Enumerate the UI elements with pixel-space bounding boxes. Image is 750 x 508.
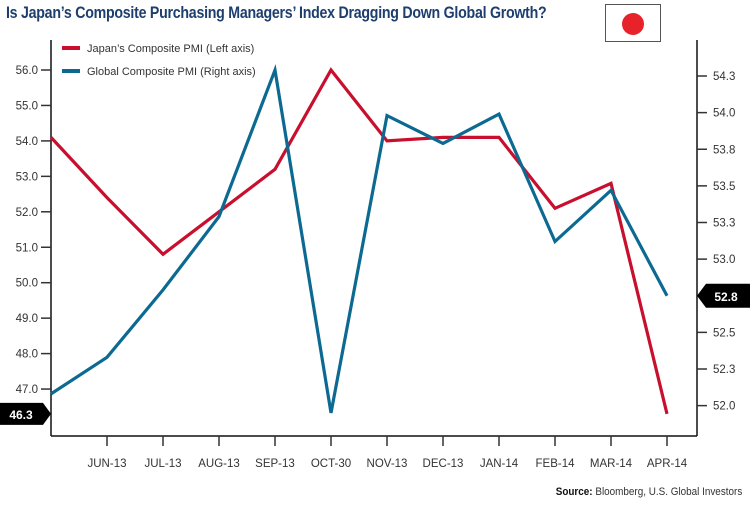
x-tick-label: NOV-13 bbox=[367, 458, 408, 470]
callout-left-label: 46.3 bbox=[9, 408, 33, 422]
left-tick-label: 52.0 bbox=[16, 207, 38, 219]
x-tick-label: OCT-30 bbox=[311, 458, 351, 470]
x-tick-label: MAR-14 bbox=[590, 458, 633, 470]
right-tick-label: 53.0 bbox=[713, 254, 735, 266]
left-tick-label: 51.0 bbox=[16, 242, 38, 254]
x-tick-label: APR-14 bbox=[647, 458, 688, 470]
right-tick-label: 53.5 bbox=[713, 181, 735, 193]
left-axis-ticks: 56.0 55.0 54.0 53.0 52.0 51.0 50.0 49.0 48.0 47.0 bbox=[16, 65, 51, 396]
left-tick-label: 54.0 bbox=[16, 136, 38, 148]
x-tick-label: JAN-14 bbox=[480, 458, 519, 470]
left-tick-label: 49.0 bbox=[16, 313, 38, 325]
flag-sun bbox=[622, 13, 644, 35]
legend-label-japan: Japan’s Composite PMI (Left axis) bbox=[87, 43, 254, 55]
callout-right-bg bbox=[697, 283, 750, 308]
x-tick-label: JUL-13 bbox=[144, 458, 181, 470]
japan-flag-icon bbox=[605, 4, 661, 42]
right-tick-label: 52.5 bbox=[713, 327, 735, 339]
x-tick-label: FEB-14 bbox=[536, 458, 576, 470]
left-tick-label: 56.0 bbox=[16, 65, 38, 77]
source-note: Source: Bloomberg, U.S. Global Investors bbox=[555, 486, 742, 498]
legend: Japan’s Composite PMI (Left axis) Global… bbox=[62, 43, 256, 78]
right-tick-label: 53.8 bbox=[713, 144, 735, 156]
right-tick-label: 54.3 bbox=[713, 71, 735, 83]
left-tick-label: 55.0 bbox=[16, 100, 38, 112]
callout-left-bg bbox=[0, 402, 51, 425]
right-tick-label: 53.3 bbox=[713, 218, 735, 230]
chart-title: Is Japan’s Composite Purchasing Managers… bbox=[6, 4, 547, 22]
right-axis-ticks: 54.3 54.0 53.8 53.5 53.3 53.0 52.5 52.3 52.0 bbox=[697, 71, 735, 413]
x-tick-label: AUG-13 bbox=[198, 458, 240, 470]
series-line-global bbox=[50, 63, 669, 414]
x-axis-ticks: JUN-13 JUL-13 AUG-13 SEP-13 OCT-30 NOV-13 DEC-… bbox=[88, 436, 688, 470]
left-tick-label: 50.0 bbox=[16, 278, 38, 290]
series-line-japan bbox=[49, 67, 669, 415]
left-tick-label: 47.0 bbox=[16, 384, 38, 396]
left-tick-label: 48.0 bbox=[16, 349, 38, 361]
left-tick-label: 53.0 bbox=[16, 171, 38, 183]
x-tick-label: SEP-13 bbox=[255, 458, 295, 470]
right-tick-label: 52.0 bbox=[713, 401, 735, 413]
right-tick-label: 54.0 bbox=[713, 108, 735, 120]
source-text: Bloomberg, U.S. Global Investors bbox=[595, 486, 742, 498]
series-lines bbox=[49, 63, 669, 415]
x-tick-label: DEC-13 bbox=[423, 458, 464, 470]
legend-label-global: Global Composite PMI (Right axis) bbox=[87, 66, 256, 78]
callout-right-label: 52.8 bbox=[714, 290, 738, 304]
right-tick-label: 52.3 bbox=[713, 364, 735, 376]
x-tick-label: JUN-13 bbox=[88, 458, 127, 470]
callouts: 46.3 52.8 bbox=[0, 283, 750, 425]
